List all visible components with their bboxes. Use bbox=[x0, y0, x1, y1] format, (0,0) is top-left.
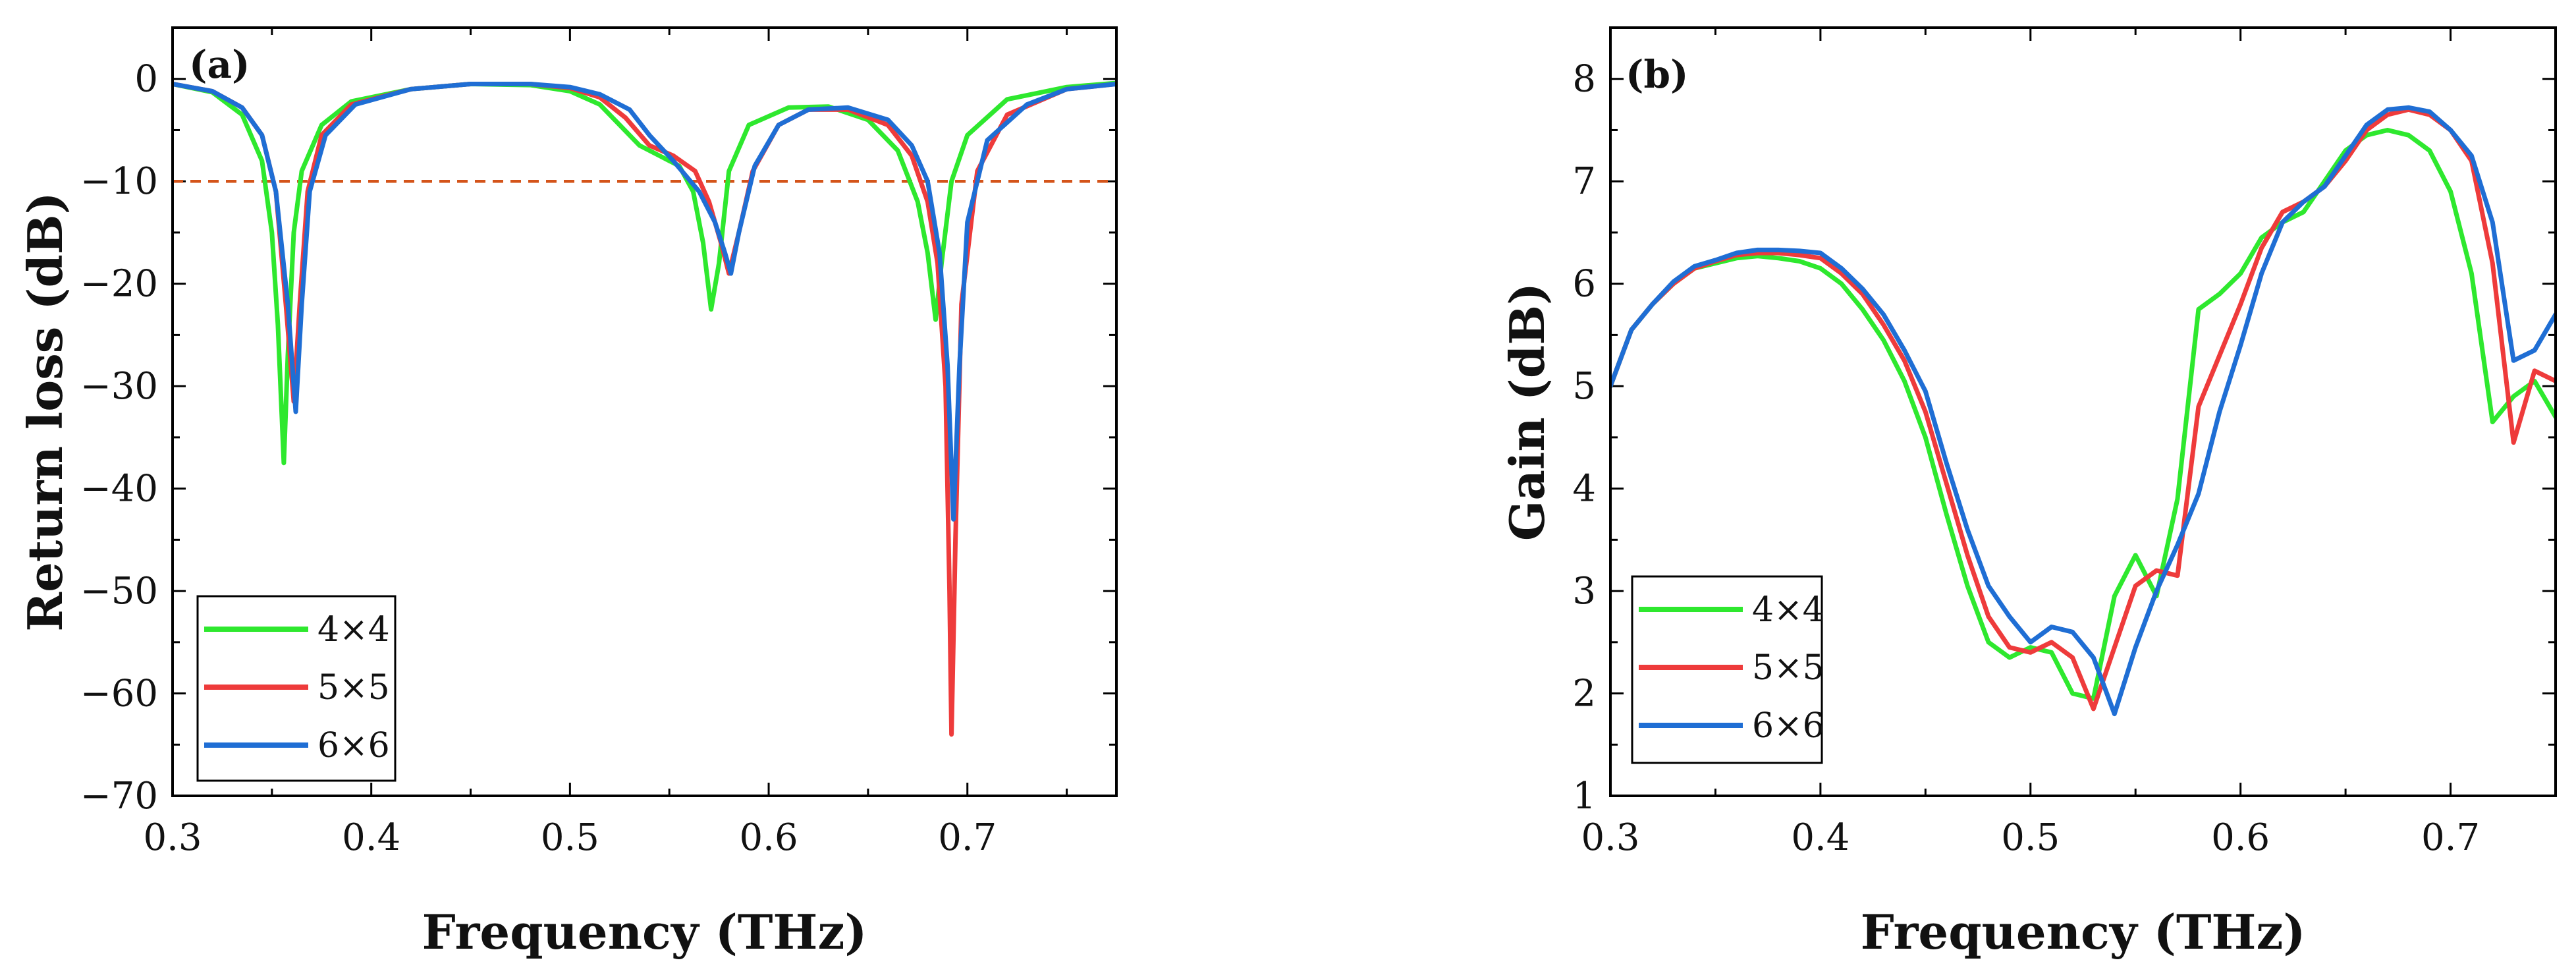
series-group bbox=[173, 80, 1116, 737]
y-tick-label: 8 bbox=[1572, 58, 1596, 101]
y-tick-label: −50 bbox=[80, 570, 158, 613]
x-tick-label: 0.6 bbox=[740, 816, 798, 859]
series-line-4x4 bbox=[1610, 128, 2556, 701]
y-tick-label: −30 bbox=[80, 365, 158, 408]
legend-label: 5×5 bbox=[1752, 648, 1824, 688]
x-tick-label: 0.6 bbox=[2211, 816, 2270, 859]
y-tick-label: 1 bbox=[1572, 775, 1596, 818]
series-line-6x6 bbox=[1610, 105, 2556, 717]
plot-frame bbox=[1609, 26, 2557, 797]
legend-label: 5×5 bbox=[317, 668, 390, 708]
y-tick-label: 4 bbox=[1572, 468, 1596, 511]
series-line-4x4 bbox=[173, 80, 1116, 466]
x-axis-label: Frequency (THz) bbox=[422, 904, 867, 960]
series-line-6x6 bbox=[173, 82, 1116, 522]
x-axis-label: Frequency (THz) bbox=[1861, 904, 2306, 960]
y-tick-label: −20 bbox=[80, 263, 158, 306]
x-tick-label: 0.4 bbox=[1791, 816, 1850, 859]
y-tick-label: 0 bbox=[134, 58, 158, 101]
y-tick-label: 6 bbox=[1572, 263, 1596, 306]
series-line-5x5 bbox=[1610, 107, 2556, 712]
y-axis-label: Return loss (dB) bbox=[17, 192, 73, 631]
x-tick-label: 0.5 bbox=[2001, 816, 2060, 859]
x-tick-label: 0.3 bbox=[1581, 816, 1639, 859]
legend-label: 4×4 bbox=[1752, 590, 1824, 630]
legend-label: 6×6 bbox=[1752, 706, 1824, 746]
x-tick-label: 0.3 bbox=[143, 816, 202, 859]
legend: 4×4 5×5 6×6 bbox=[196, 595, 397, 782]
y-tick-label: 3 bbox=[1572, 570, 1596, 613]
legend: 4×4 5×5 6×6 bbox=[1631, 575, 1824, 764]
y-tick-label: 2 bbox=[1572, 673, 1596, 715]
legend-label: 4×4 bbox=[317, 610, 390, 650]
panel-label: (b) bbox=[1626, 52, 1688, 97]
panel-label: (a) bbox=[189, 42, 250, 87]
panel-b: 0.3 0.4 0.5 0.6 0.7 1 2 3 4 5 6 7 8 (b) Frequency (THz… bbox=[1499, 26, 2557, 960]
y-tick-label: −70 bbox=[80, 775, 158, 818]
x-tick-label: 0.7 bbox=[2421, 816, 2480, 859]
plot-frame bbox=[171, 26, 1118, 797]
y-tick-label: 5 bbox=[1572, 365, 1596, 408]
x-tick-label: 0.7 bbox=[938, 816, 997, 859]
y-tick-label: −40 bbox=[80, 468, 158, 511]
panel-a: 0.3 0.4 0.5 0.6 0.7 0 −10 −20 −30 −40 −50 −60 −70 (a)… bbox=[17, 26, 1118, 960]
y-tick-label: 7 bbox=[1572, 160, 1596, 203]
series-group bbox=[1610, 105, 2556, 717]
y-tick-label: −10 bbox=[80, 160, 158, 203]
x-tick-label: 0.4 bbox=[342, 816, 400, 859]
y-axis-label: Gain (dB) bbox=[1499, 283, 1555, 541]
x-tick-label: 0.5 bbox=[541, 816, 599, 859]
legend-label: 6×6 bbox=[317, 726, 390, 766]
y-tick-label: −60 bbox=[80, 673, 158, 715]
